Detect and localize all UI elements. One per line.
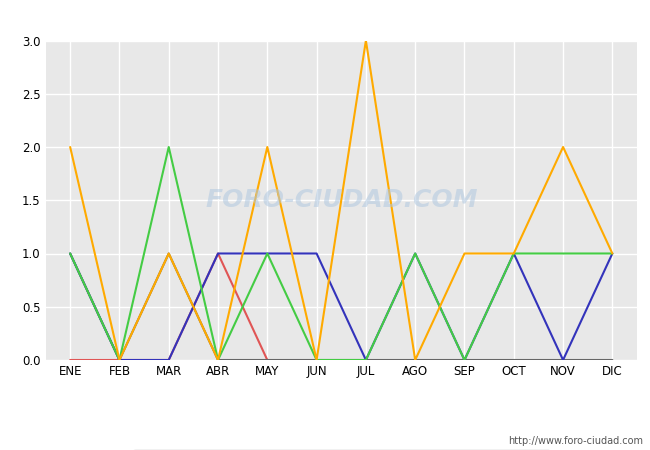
Text: FORO-CIUDAD.COM: FORO-CIUDAD.COM [205, 188, 478, 212]
Text: Matriculaciones de Vehículos en Tabuenca: Matriculaciones de Vehículos en Tabuenca [150, 11, 500, 29]
Text: http://www.foro-ciudad.com: http://www.foro-ciudad.com [508, 436, 644, 446]
